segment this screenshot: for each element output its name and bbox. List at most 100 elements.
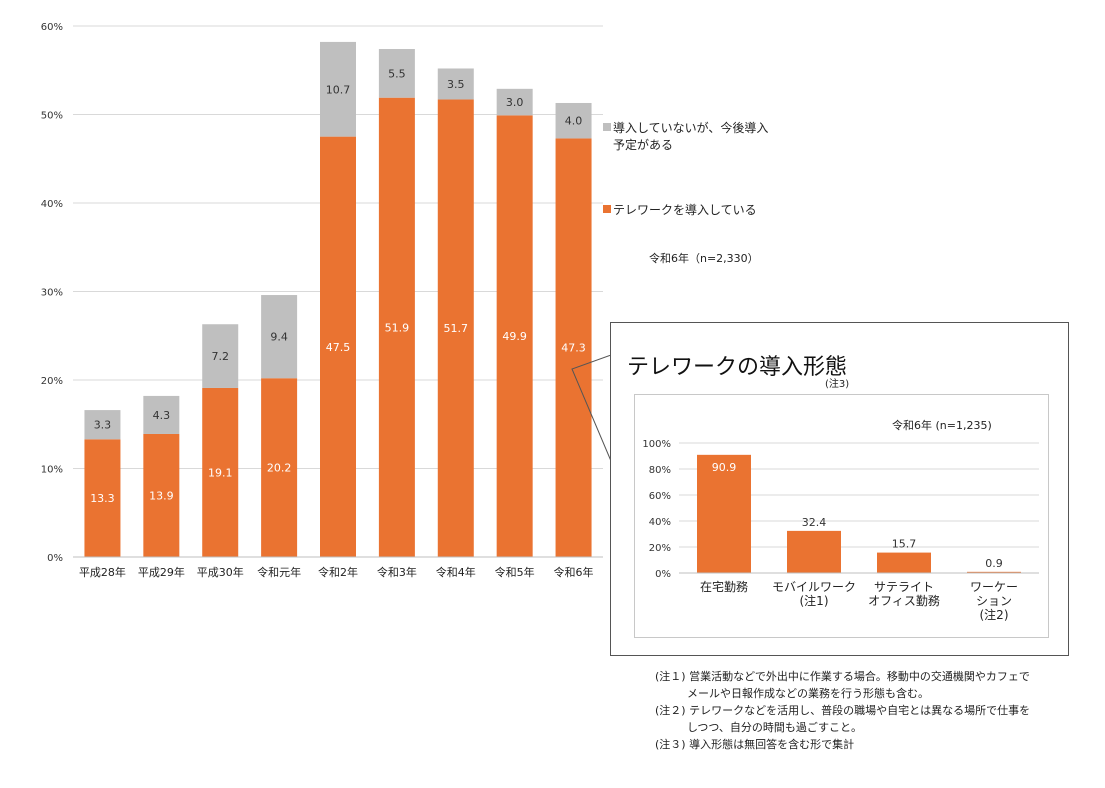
- data-label-adopted: 13.9: [149, 489, 174, 502]
- inset-x-tick-label: 在宅勤務: [700, 579, 748, 594]
- bar-planned: [202, 324, 239, 388]
- y-tick-label: 20%: [41, 376, 63, 387]
- legend-label-adopted: テレワークを導入している: [613, 203, 757, 217]
- note-2-line1: テレワークなどを活用し、普段の職場や自宅とは異なる場所で仕事を: [689, 704, 1031, 717]
- inset-chart-axis: 0% 20% 40% 60% 80% 100% 在宅勤務 モバイルワーク(注1) サテライトオフ…: [642, 439, 1039, 622]
- inset-y-tick-label: 80%: [649, 465, 671, 476]
- x-tick-label: 平成28年: [79, 565, 126, 579]
- inset-x-tick-label: サテライト: [874, 580, 934, 594]
- y-tick-label: 10%: [41, 465, 63, 476]
- inset-data-label: 32.4: [802, 516, 827, 529]
- y-tick-label: 50%: [41, 111, 63, 122]
- bar-planned: [143, 395, 180, 434]
- inset-y-tick-label: 40%: [649, 517, 671, 528]
- bar-adopted: [320, 136, 356, 557]
- note-3-label: (注３): [655, 738, 686, 751]
- bar-planned: [437, 68, 474, 100]
- bar-adopted: [496, 115, 533, 557]
- inset-chart-box: 令和6年 (n=1,235) 90.9 32.4 15.7 0.9 0% 20% 40% 6…: [634, 394, 1049, 638]
- note-2-line2: しつつ、自分の時間も過ごすこと。: [687, 721, 863, 734]
- bar-planned: [378, 49, 415, 98]
- legend-swatch-adopted: [603, 205, 611, 213]
- bar-adopted: [437, 99, 474, 557]
- x-tick-label: 令和6年: [554, 565, 594, 579]
- inset-sample-note: 令和6年 (n=1,235): [892, 419, 992, 432]
- inset-bar: [787, 530, 841, 573]
- x-tick-label: 令和元年: [257, 565, 301, 579]
- inset-data-label: 90.9: [712, 461, 737, 474]
- note-1-line1: 営業活動などで外出中に作業する場合。移動中の交通機関やカフェで: [689, 670, 1030, 683]
- inset-y-tick-label: 0%: [655, 569, 671, 580]
- x-tick-label: 令和3年: [377, 565, 417, 579]
- inset-y-tick-label: 100%: [642, 439, 671, 450]
- inset-x-tick-label: (注2): [980, 607, 1009, 622]
- legend-item-adopted: テレワークを導入している: [603, 202, 757, 219]
- main-chart-bars: 13.3 3.3 13.9 4.3 19.1 7.2 20.2 9.4 47.5 10.7 51.9…: [84, 41, 592, 557]
- inset-y-tick-label: 20%: [649, 543, 671, 554]
- x-tick-label: 令和5年: [495, 565, 535, 579]
- note-1-line2: メールや日報作成などの業務を行う形態も含む。: [687, 687, 929, 700]
- bar-planned: [496, 88, 533, 116]
- data-label-planned: 3.0: [506, 96, 524, 109]
- inset-data-label: 15.7: [892, 538, 917, 551]
- main-sample-note: 令和6年（n=2,330）: [649, 252, 759, 265]
- data-label-planned: 3.5: [447, 78, 465, 91]
- note-1-label: (注１): [655, 670, 686, 683]
- inset-y-tick-label: 60%: [649, 491, 671, 502]
- bar-planned: [555, 102, 592, 139]
- data-label-planned: 7.2: [211, 350, 229, 363]
- y-tick-label: 60%: [41, 22, 63, 33]
- bar-adopted: [143, 433, 180, 557]
- x-tick-label: 令和4年: [436, 565, 476, 579]
- data-label-adopted: 20.2: [267, 462, 292, 475]
- inset-panel: テレワークの導入形態 (注3) 令和6年 (n=1,235) 90.9 32.4 1…: [610, 322, 1069, 656]
- x-tick-label: 平成29年: [138, 565, 185, 579]
- inset-bar: [697, 454, 751, 573]
- data-label-planned: 4.0: [565, 115, 583, 128]
- data-label-planned: 9.4: [270, 331, 288, 344]
- inset-x-tick-label: オフィス勤務: [868, 594, 940, 608]
- inset-x-tick-label: (注1): [800, 593, 829, 608]
- inset-x-tick-label: ション: [976, 594, 1012, 608]
- inset-bar: [967, 571, 1021, 573]
- bar-adopted: [378, 97, 415, 557]
- note-2: (注２) テレワークなどを活用し、普段の職場や自宅とは異なる場所で仕事を: [655, 702, 1095, 719]
- x-tick-label: 令和2年: [318, 565, 358, 579]
- legend-swatch-planned: [603, 123, 611, 131]
- bar-planned: [261, 295, 298, 379]
- bar-adopted: [261, 378, 298, 557]
- data-label-planned: 3.3: [94, 419, 112, 432]
- legend-label-planned-line1: 導入していないが、今後導入: [613, 121, 769, 135]
- data-label-adopted: 51.9: [385, 321, 410, 334]
- legend-item-planned: 導入していないが、今後導入 予定がある: [603, 120, 768, 154]
- x-tick-label: 平成30年: [197, 565, 244, 579]
- callout-pointer: [571, 355, 612, 462]
- inset-bar: [877, 552, 931, 573]
- note-3: (注３) 導入形態は無回答を含む形で集計: [655, 736, 1095, 753]
- bar-planned: [84, 410, 121, 440]
- y-tick-label: 40%: [41, 199, 63, 210]
- data-label-adopted: 19.1: [208, 466, 233, 479]
- inset-data-label: 0.9: [985, 557, 1003, 570]
- data-label-adopted: 49.9: [502, 330, 527, 343]
- inset-x-tick-label: ワーケー: [970, 580, 1018, 594]
- note-1: (注１) 営業活動などで外出中に作業する場合。移動中の交通機関やカフェで: [655, 668, 1095, 685]
- data-label-adopted: 51.7: [444, 322, 469, 335]
- data-label-planned: 5.5: [388, 67, 406, 80]
- footnotes: (注１) 営業活動などで外出中に作業する場合。移動中の交通機関やカフェで メール…: [655, 668, 1095, 753]
- inset-title: テレワークの導入形態: [627, 355, 848, 380]
- note-3-line1: 導入形態は無回答を含む形で集計: [689, 738, 855, 751]
- inset-title-note: (注3): [825, 379, 850, 390]
- data-label-adopted: 47.5: [326, 341, 351, 354]
- bar-adopted: [555, 138, 592, 557]
- inset-x-tick-label: モバイルワーク: [772, 580, 856, 594]
- legend-label-planned-line2: 予定がある: [613, 138, 674, 152]
- bar-adopted: [84, 439, 121, 557]
- y-tick-label: 0%: [47, 553, 63, 564]
- bar-adopted: [202, 387, 239, 557]
- y-tick-label: 30%: [41, 288, 63, 299]
- data-label-planned: 4.3: [153, 409, 171, 422]
- data-label-adopted: 13.3: [90, 492, 115, 505]
- main-chart-axis: 0% 10% 20% 30% 40% 50% 60% 平成28年 平成29年 平成30年 令和元年 令…: [41, 22, 603, 579]
- bar-planned: [320, 41, 356, 137]
